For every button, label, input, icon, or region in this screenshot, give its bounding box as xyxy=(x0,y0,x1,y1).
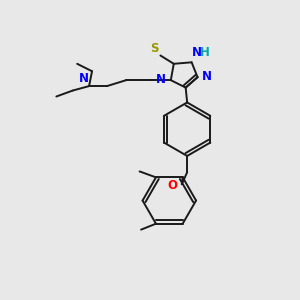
Text: N: N xyxy=(79,72,88,85)
Text: O: O xyxy=(167,179,177,192)
Text: H: H xyxy=(200,46,210,59)
Text: N: N xyxy=(202,70,212,83)
Text: N: N xyxy=(156,73,166,86)
Text: S: S xyxy=(150,42,159,55)
Text: N: N xyxy=(192,46,202,59)
